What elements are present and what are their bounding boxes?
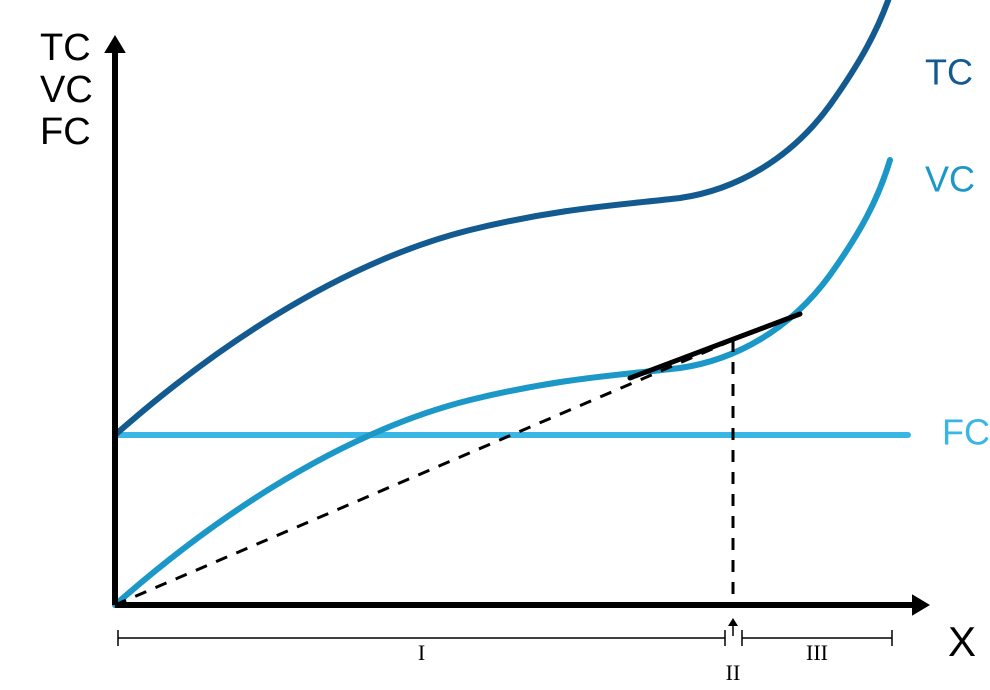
y-axis-arrow bbox=[104, 35, 126, 53]
vc-label: VC bbox=[925, 159, 975, 200]
region-label-II: II bbox=[726, 660, 741, 685]
axes bbox=[104, 35, 930, 616]
y-axis-label-3: FC bbox=[40, 111, 91, 153]
region-II-arrow-head bbox=[728, 618, 738, 626]
x-axis-label: X bbox=[948, 618, 976, 665]
region-label: III bbox=[806, 640, 828, 665]
y-axis-label-2: VC bbox=[40, 69, 93, 111]
tangent-segment bbox=[630, 314, 800, 378]
region-label: I bbox=[418, 640, 425, 665]
x-axis-arrow bbox=[912, 594, 930, 616]
dashed-ray bbox=[115, 340, 733, 605]
y-axis-label-1: TC bbox=[40, 27, 91, 69]
vc-curve bbox=[115, 160, 890, 605]
tc-curve bbox=[115, 0, 890, 435]
tc-label: TC bbox=[925, 52, 973, 93]
region-brackets: IIIIII bbox=[118, 618, 892, 685]
fc-label: FC bbox=[942, 412, 990, 453]
